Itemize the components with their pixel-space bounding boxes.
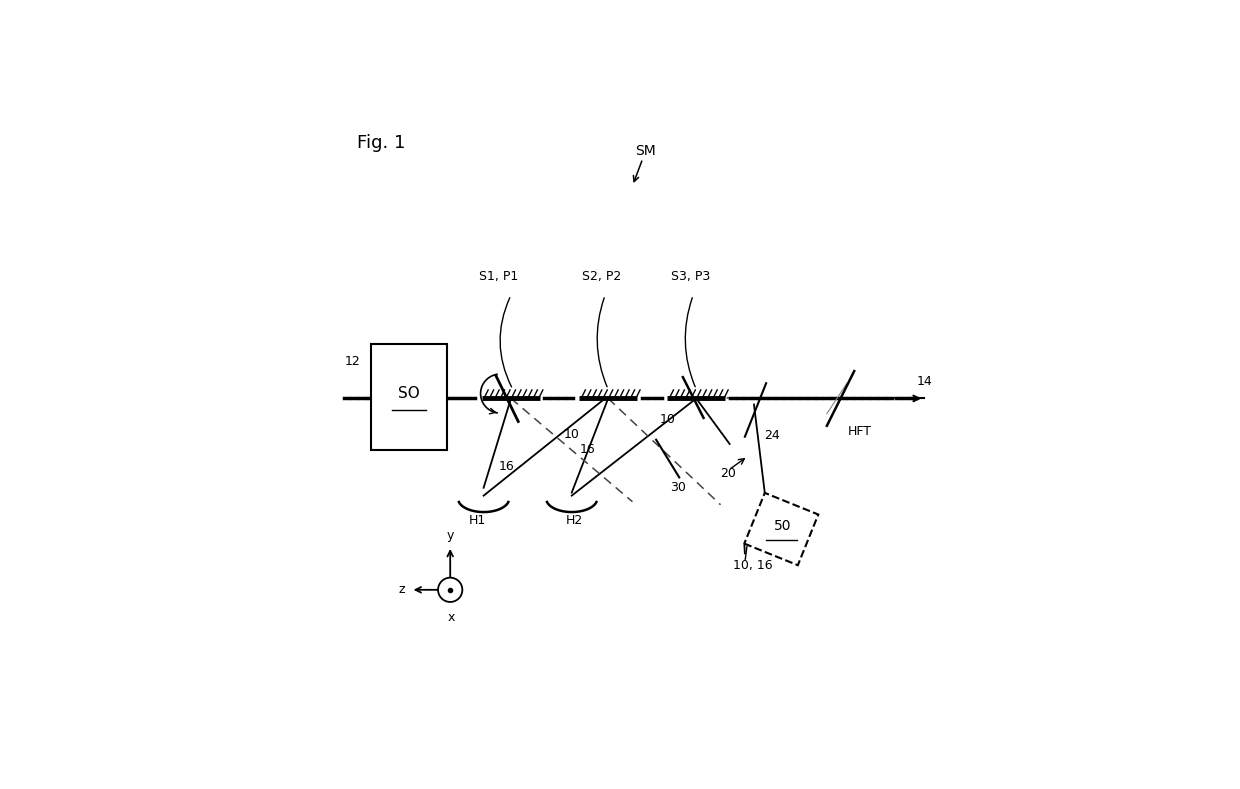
Text: 24: 24: [764, 429, 780, 442]
Text: SO: SO: [398, 387, 420, 402]
Text: HFT: HFT: [848, 425, 872, 438]
Text: S2, P2: S2, P2: [583, 270, 621, 283]
Text: 30: 30: [670, 481, 686, 494]
Text: 10: 10: [660, 413, 676, 426]
Circle shape: [438, 578, 463, 602]
Text: 12: 12: [345, 355, 361, 368]
Text: SM: SM: [635, 144, 656, 159]
Text: Fig. 1: Fig. 1: [357, 134, 405, 152]
Text: 10, 16: 10, 16: [733, 559, 773, 571]
Text: H1: H1: [469, 514, 486, 527]
Text: 20: 20: [720, 467, 737, 481]
Text: 16: 16: [498, 460, 513, 473]
Text: S3, P3: S3, P3: [671, 270, 709, 283]
Text: x: x: [448, 611, 455, 624]
Text: 16: 16: [579, 443, 595, 456]
Text: 50: 50: [774, 519, 791, 533]
Text: y: y: [446, 529, 454, 542]
Bar: [371, 344, 448, 450]
Text: z: z: [398, 583, 404, 596]
Text: H2: H2: [565, 514, 583, 527]
Text: S1, P1: S1, P1: [479, 270, 518, 283]
Polygon shape: [744, 493, 818, 565]
Text: 10: 10: [564, 428, 579, 441]
Text: 14: 14: [916, 375, 932, 388]
